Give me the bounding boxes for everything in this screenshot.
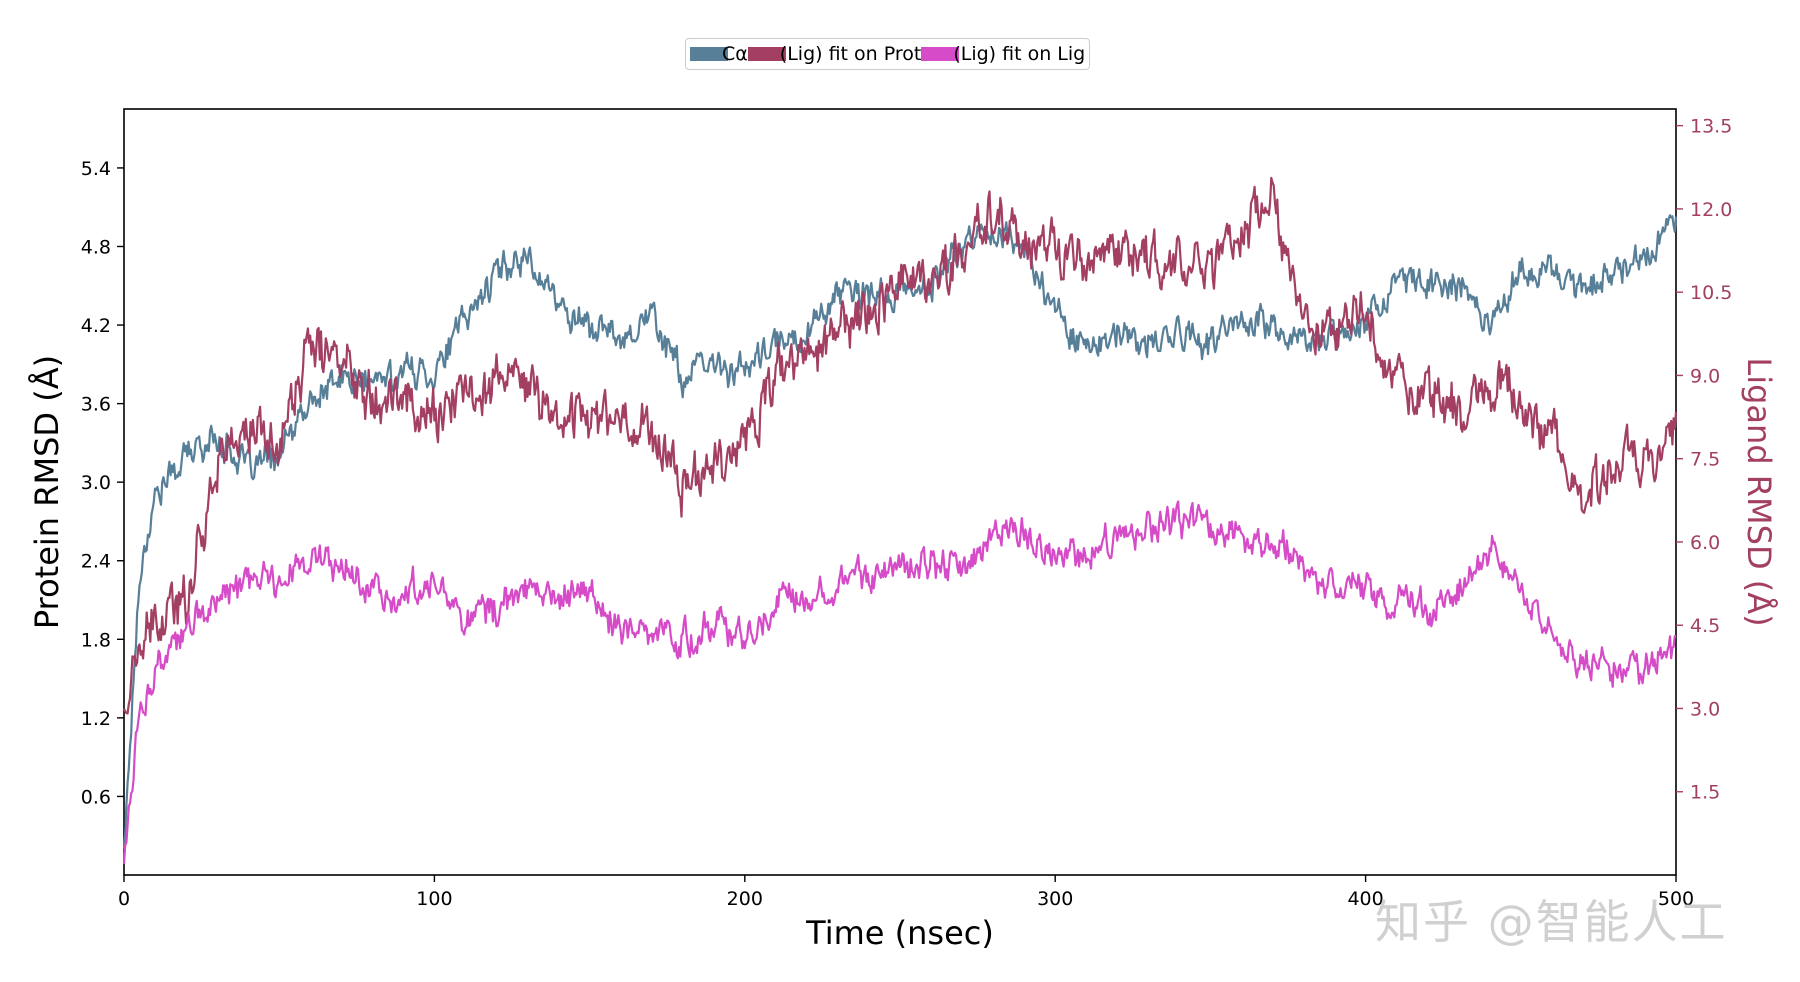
plot-area [123,108,1677,876]
series-line-1 [122,176,1678,715]
x-axis: 0 100 200 300 400 500 [118,875,1694,910]
y-right-tick-label: 12.0 [1690,199,1732,221]
x-tick-label: 100 [416,888,452,910]
legend-label-lig-fit-prot: (Lig) fit on Prot [779,43,922,65]
y-left-tick-label: 4.8 [81,236,111,258]
series-line-0 [122,214,1678,849]
legend-label-lig-fit-lig: (Lig) fit on Lig [953,43,1086,65]
y-left-tick-label: 3.6 [81,394,111,416]
y-axis-left: 0.6 1.2 1.8 2.4 3.0 3.6 4.2 4.8 5.4 [81,158,124,808]
y-left-tick-label: 4.2 [81,315,111,337]
series-layer [122,176,1678,864]
series-line-2 [122,500,1676,864]
x-tick-label: 400 [1347,888,1383,910]
y-axis-left-label: Protein RMSD (Å) [28,355,66,629]
y-left-tick-label: 1.8 [81,629,111,651]
y-right-tick-label: 9.0 [1690,365,1720,387]
y-right-tick-label: 6.0 [1690,532,1720,554]
legend-swatch-lig-fit-prot [747,47,786,61]
y-right-tick-label: 3.0 [1690,698,1720,720]
legend-label-ca: Cα [722,43,748,65]
y-right-tick-label: 13.5 [1690,116,1732,138]
y-left-tick-label: 2.4 [81,551,111,573]
y-axis-right-label: Ligand RMSD (Å) [1740,357,1778,626]
legend-swatch-lig-fit-lig [921,47,960,61]
y-left-tick-label: 3.0 [81,472,111,494]
y-right-tick-label: 7.5 [1690,449,1720,471]
y-axis-right: 1.5 3.0 4.5 6.0 7.5 9.0 10.5 12.0 13.5 [1676,116,1732,804]
x-tick-label: 200 [727,888,763,910]
y-left-tick-label: 0.6 [81,786,111,808]
x-axis-label: Time (nsec) [805,914,994,952]
x-tick-label: 500 [1658,888,1694,910]
watermark: 知乎 @智能人工 [1375,895,1728,949]
legend-item-lig-fit-prot: (Lig) fit on Prot [747,43,924,65]
y-left-tick-label: 1.2 [81,708,111,730]
legend-item-ca: Cα [690,43,750,65]
x-tick-label: 0 [118,888,130,910]
y-right-tick-label: 1.5 [1690,782,1720,804]
y-right-tick-label: 4.5 [1690,615,1720,637]
y-left-tick-label: 5.4 [81,158,111,180]
legend-item-lig-fit-lig: (Lig) fit on Lig [921,43,1087,65]
legend: Cα (Lig) fit on Prot (Lig) fit on Lig [685,38,1091,70]
y-right-tick-label: 10.5 [1690,282,1732,304]
legend-swatch-ca [690,47,728,61]
x-tick-label: 300 [1037,888,1073,910]
